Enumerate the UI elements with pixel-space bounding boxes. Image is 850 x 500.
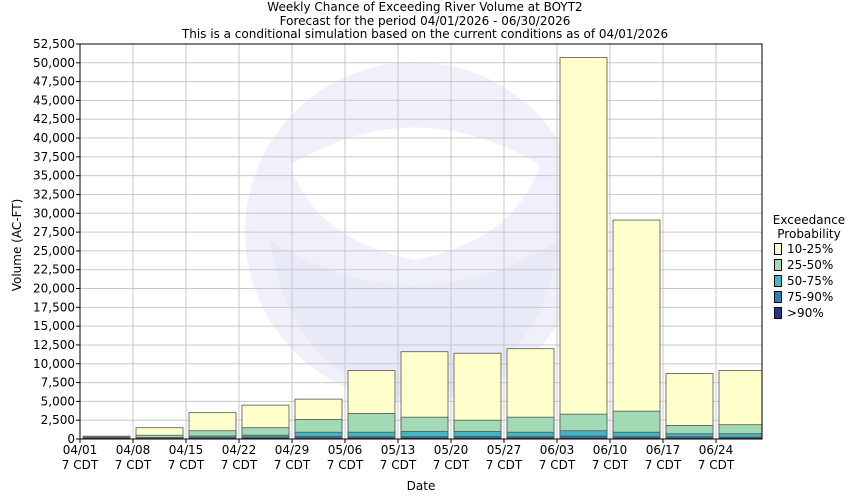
legend-swatch — [774, 275, 782, 287]
x-tick-label: 7 CDT — [115, 458, 152, 472]
y-tick-label: 25,000 — [33, 244, 75, 258]
x-tick-label: 06/03 — [540, 443, 575, 457]
y-tick-label: 15,000 — [33, 319, 75, 333]
x-tick-label: 7 CDT — [698, 458, 735, 472]
x-tick-label: 7 CDT — [539, 458, 576, 472]
y-axis-label: Volume (AC-FT) — [10, 199, 24, 292]
legend-entry: >90% — [774, 305, 848, 321]
x-tick-label: 04/15 — [169, 443, 204, 457]
x-tick-label: 06/17 — [646, 443, 681, 457]
x-tick-label: 04/01 — [63, 443, 98, 457]
plot-frame — [79, 43, 763, 440]
legend-label: 75-90% — [787, 290, 834, 304]
x-tick-label: 7 CDT — [486, 458, 523, 472]
y-tick-label: 7,500 — [41, 376, 75, 390]
legend-entry: 75-90% — [774, 289, 848, 305]
y-tick-label: 40,000 — [33, 131, 75, 145]
x-tick-label: 04/22 — [222, 443, 257, 457]
legend-swatch — [774, 259, 782, 271]
y-tick-label: 35,000 — [33, 169, 75, 183]
x-tick-label: 7 CDT — [168, 458, 205, 472]
bars-group — [82, 57, 763, 440]
svg-text:NOAA: NOAA — [332, 151, 499, 211]
legend-swatch — [774, 307, 782, 319]
x-tick-label: 05/20 — [434, 443, 469, 457]
y-tick-label: 17,500 — [33, 300, 75, 314]
y-tick-label: 32,500 — [33, 187, 75, 201]
chart-title: Weekly Chance of Exceeding River Volume … — [0, 0, 850, 42]
legend-entry: 10-25% — [774, 241, 848, 257]
legend-entry: 50-75% — [774, 273, 848, 289]
x-tick-label: 7 CDT — [327, 458, 364, 472]
y-tick-label: 30,000 — [33, 206, 75, 220]
legend: Exceedance Probability 10-25% 25-50% 50-75… — [770, 213, 848, 321]
x-tick-label: 04/29 — [275, 443, 310, 457]
x-tick-label: 7 CDT — [433, 458, 470, 472]
y-tick-label: 5,000 — [41, 394, 75, 408]
x-tick-label: 06/24 — [699, 443, 734, 457]
y-tick-label: 27,500 — [33, 225, 75, 239]
y-tick-label: 22,500 — [33, 263, 75, 277]
x-axis-label: Date — [407, 479, 436, 493]
x-tick-label: 7 CDT — [274, 458, 311, 472]
legend-swatch — [774, 291, 782, 303]
x-tick-label: 7 CDT — [62, 458, 99, 472]
y-tick-label: 50,000 — [33, 56, 75, 70]
legend-swatch — [774, 243, 782, 255]
legend-items: 10-25% 25-50% 50-75% 75-90% >90% — [770, 241, 848, 321]
x-tick-label: 05/27 — [487, 443, 522, 457]
y-axis-ticks: 0 2,500 5,000 7,500 10,000 12,500 15,000 17,500… — [33, 37, 80, 446]
legend-title-line-1: Exceedance — [772, 213, 846, 227]
y-tick-label: 10,000 — [33, 357, 75, 371]
y-tick-label: 37,500 — [33, 150, 75, 164]
legend-label: 25-50% — [787, 258, 834, 272]
x-tick-label: 05/13 — [381, 443, 416, 457]
legend-label: 50-75% — [787, 274, 834, 288]
x-tick-label: 7 CDT — [645, 458, 682, 472]
x-tick-label: 06/10 — [593, 443, 628, 457]
x-tick-label: 7 CDT — [592, 458, 629, 472]
x-tick-label: 7 CDT — [380, 458, 417, 472]
legend-title-line-2: Probability — [777, 227, 841, 241]
y-tick-label: 47,500 — [33, 75, 75, 89]
x-tick-label: 04/08 — [116, 443, 151, 457]
bar-segment-1 — [559, 57, 608, 440]
y-tick-label: 20,000 — [33, 282, 75, 296]
chart-title-line-3: This is a conditional simulation based o… — [181, 27, 669, 41]
y-tick-label: 52,500 — [33, 37, 75, 51]
legend-label: 10-25% — [787, 242, 834, 256]
y-tick-label: 0 — [67, 432, 75, 446]
y-tick-label: 12,500 — [33, 338, 75, 352]
chart-title-line-2: Forecast for the period 04/01/2026 - 06/… — [279, 13, 571, 28]
y-tick-label: 2,500 — [41, 413, 75, 427]
x-tick-label: 05/06 — [328, 443, 363, 457]
legend-label: >90% — [787, 306, 824, 320]
y-tick-label: 45,000 — [33, 93, 75, 107]
y-tick-label: 42,500 — [33, 112, 75, 126]
bar-segment-1 — [612, 219, 661, 440]
legend-entry: 25-50% — [774, 257, 848, 273]
chart-title-line-1: Weekly Chance of Exceeding River Volume … — [267, 0, 583, 14]
x-tick-label: 7 CDT — [221, 458, 258, 472]
